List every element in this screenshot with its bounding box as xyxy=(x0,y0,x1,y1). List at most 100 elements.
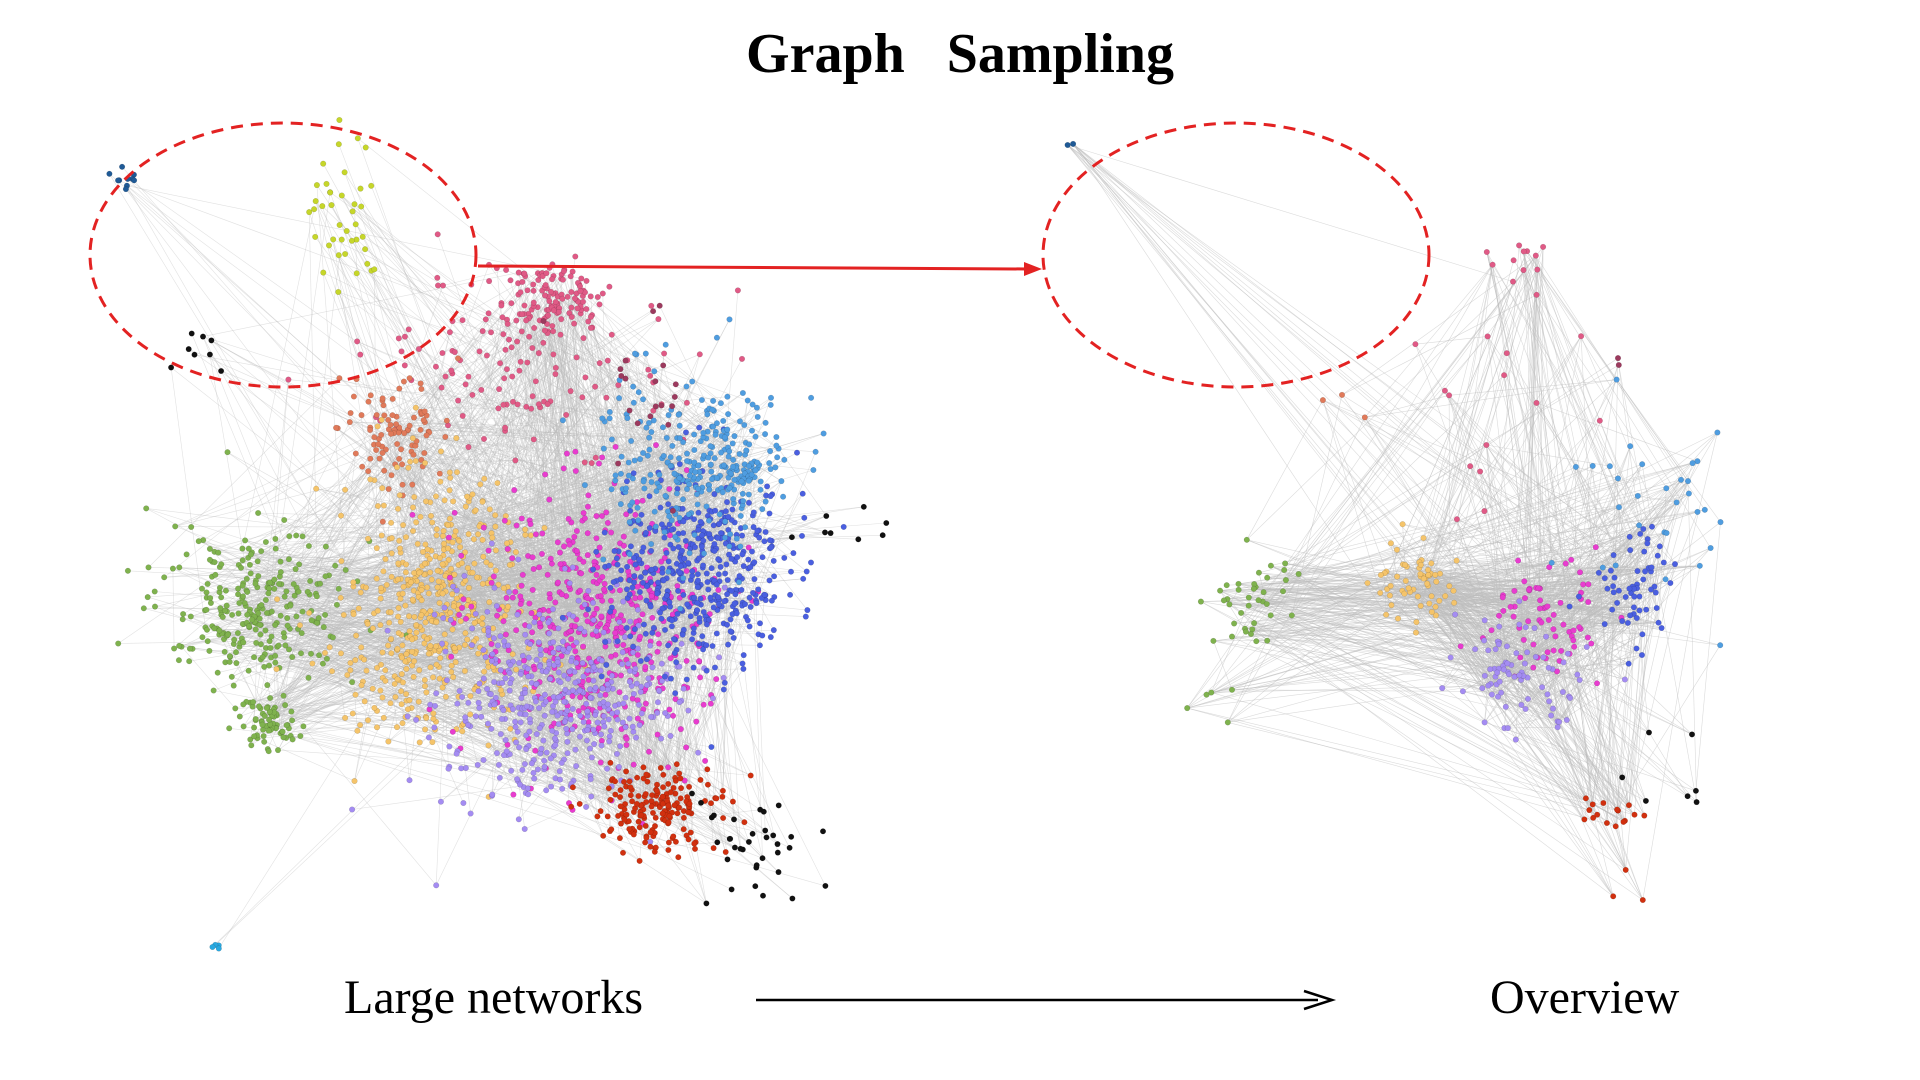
large-node-lavender xyxy=(536,705,543,712)
large-node-blue xyxy=(668,623,675,630)
large-node-green xyxy=(239,557,246,564)
large-node-lavender xyxy=(460,800,467,807)
large-edge xyxy=(213,521,639,691)
large-edge xyxy=(429,495,771,710)
large-node-lavender xyxy=(590,677,597,684)
large-node-orange xyxy=(313,485,320,492)
large-node-pink xyxy=(530,436,537,443)
large-node-magenta xyxy=(547,595,554,602)
large-node-lime xyxy=(338,192,345,199)
large-edge xyxy=(444,317,503,635)
large-node-lavender xyxy=(654,709,661,716)
large-node-lavender xyxy=(461,572,468,579)
large-node-lavender xyxy=(441,604,448,611)
large-node-magenta xyxy=(608,653,615,660)
large-edge xyxy=(558,631,571,698)
large-node-salmon xyxy=(367,455,374,462)
large-node-lavender xyxy=(616,619,623,626)
large-node-orange xyxy=(337,594,344,601)
large-node-blue xyxy=(759,632,766,639)
large-edge xyxy=(492,453,740,629)
large-node-orange xyxy=(340,611,347,618)
large-node-black xyxy=(208,337,215,344)
large-node-blue xyxy=(804,607,811,614)
large-node-orange xyxy=(440,528,447,535)
large-node-lavender xyxy=(554,712,561,719)
large-node-lavender xyxy=(496,774,503,781)
large-node-green xyxy=(218,561,225,568)
large-node-orange xyxy=(326,644,333,651)
large-node-magenta xyxy=(445,534,452,541)
large-node-magenta xyxy=(572,448,579,455)
large-node-pink xyxy=(496,386,503,393)
large-node-lime xyxy=(349,208,356,215)
large-node-magenta xyxy=(597,620,604,627)
large-edge xyxy=(524,484,696,709)
large-node-green xyxy=(203,606,210,613)
large-node-orange xyxy=(402,569,409,576)
large-node-lavender xyxy=(497,731,504,738)
large-node-navy xyxy=(119,163,126,170)
large-node-lime xyxy=(320,160,327,167)
large-node-green xyxy=(172,523,179,530)
large-node-pink xyxy=(398,348,405,355)
large-edge xyxy=(257,737,355,782)
large-node-blue xyxy=(800,575,807,582)
large-node-magenta xyxy=(546,496,553,503)
large-node-pink xyxy=(564,293,571,300)
large-edge xyxy=(606,558,732,665)
large-node-magenta xyxy=(593,571,600,578)
large-node-lavender xyxy=(526,728,533,735)
large-node-orange xyxy=(409,636,416,643)
large-node-lavender xyxy=(508,767,515,774)
large-node-lavender xyxy=(580,673,587,680)
large-node-lavender xyxy=(491,701,498,708)
large-node-blue xyxy=(629,584,636,591)
large-node-orange xyxy=(522,526,529,533)
large-node-magenta xyxy=(501,517,508,524)
large-node-orange xyxy=(400,583,407,590)
large-node-blue xyxy=(721,598,728,605)
large-node-salmon xyxy=(420,417,427,424)
large-node-lavender xyxy=(585,587,592,594)
large-node-blue xyxy=(714,534,721,541)
large-node-green xyxy=(186,658,193,665)
large-node-magenta xyxy=(584,595,591,602)
large-node-green xyxy=(287,602,294,609)
large-node-magenta xyxy=(542,471,549,478)
large-edge xyxy=(356,341,660,475)
large-edge xyxy=(257,465,671,739)
large-edge xyxy=(255,488,317,581)
large-node-blue xyxy=(632,561,639,568)
large-node-lavender xyxy=(524,665,531,672)
large-edge xyxy=(383,505,455,651)
large-node-blue xyxy=(643,656,650,663)
large-edge xyxy=(274,614,476,713)
large-node-lavender xyxy=(480,675,487,682)
large-node-lavender xyxy=(617,743,624,750)
large-node-lavender xyxy=(467,810,474,817)
large-node-lime xyxy=(342,250,349,257)
large-edge xyxy=(491,643,698,657)
large-node-magenta xyxy=(526,600,533,607)
large-node-magenta xyxy=(572,468,579,475)
large-node-orange xyxy=(382,677,389,684)
large-node-green xyxy=(183,551,190,558)
large-edge xyxy=(317,583,404,588)
large-node-lavender xyxy=(559,785,566,792)
large-edge xyxy=(126,185,361,593)
large-node-magenta xyxy=(554,539,561,546)
large-edge xyxy=(560,563,606,629)
large-edge xyxy=(565,567,610,688)
large-node-pink xyxy=(604,357,611,364)
large-node-orange xyxy=(492,512,499,519)
large-node-lavender xyxy=(517,671,524,678)
large-node-salmon xyxy=(398,446,405,453)
large-node-salmon xyxy=(359,463,366,470)
large-node-lavender xyxy=(516,744,523,751)
large-node-lavender xyxy=(493,603,500,610)
large-edge xyxy=(355,453,675,640)
large-node-pink xyxy=(573,354,580,361)
large-node-lavender xyxy=(563,725,570,732)
large-node-orange xyxy=(464,493,471,500)
